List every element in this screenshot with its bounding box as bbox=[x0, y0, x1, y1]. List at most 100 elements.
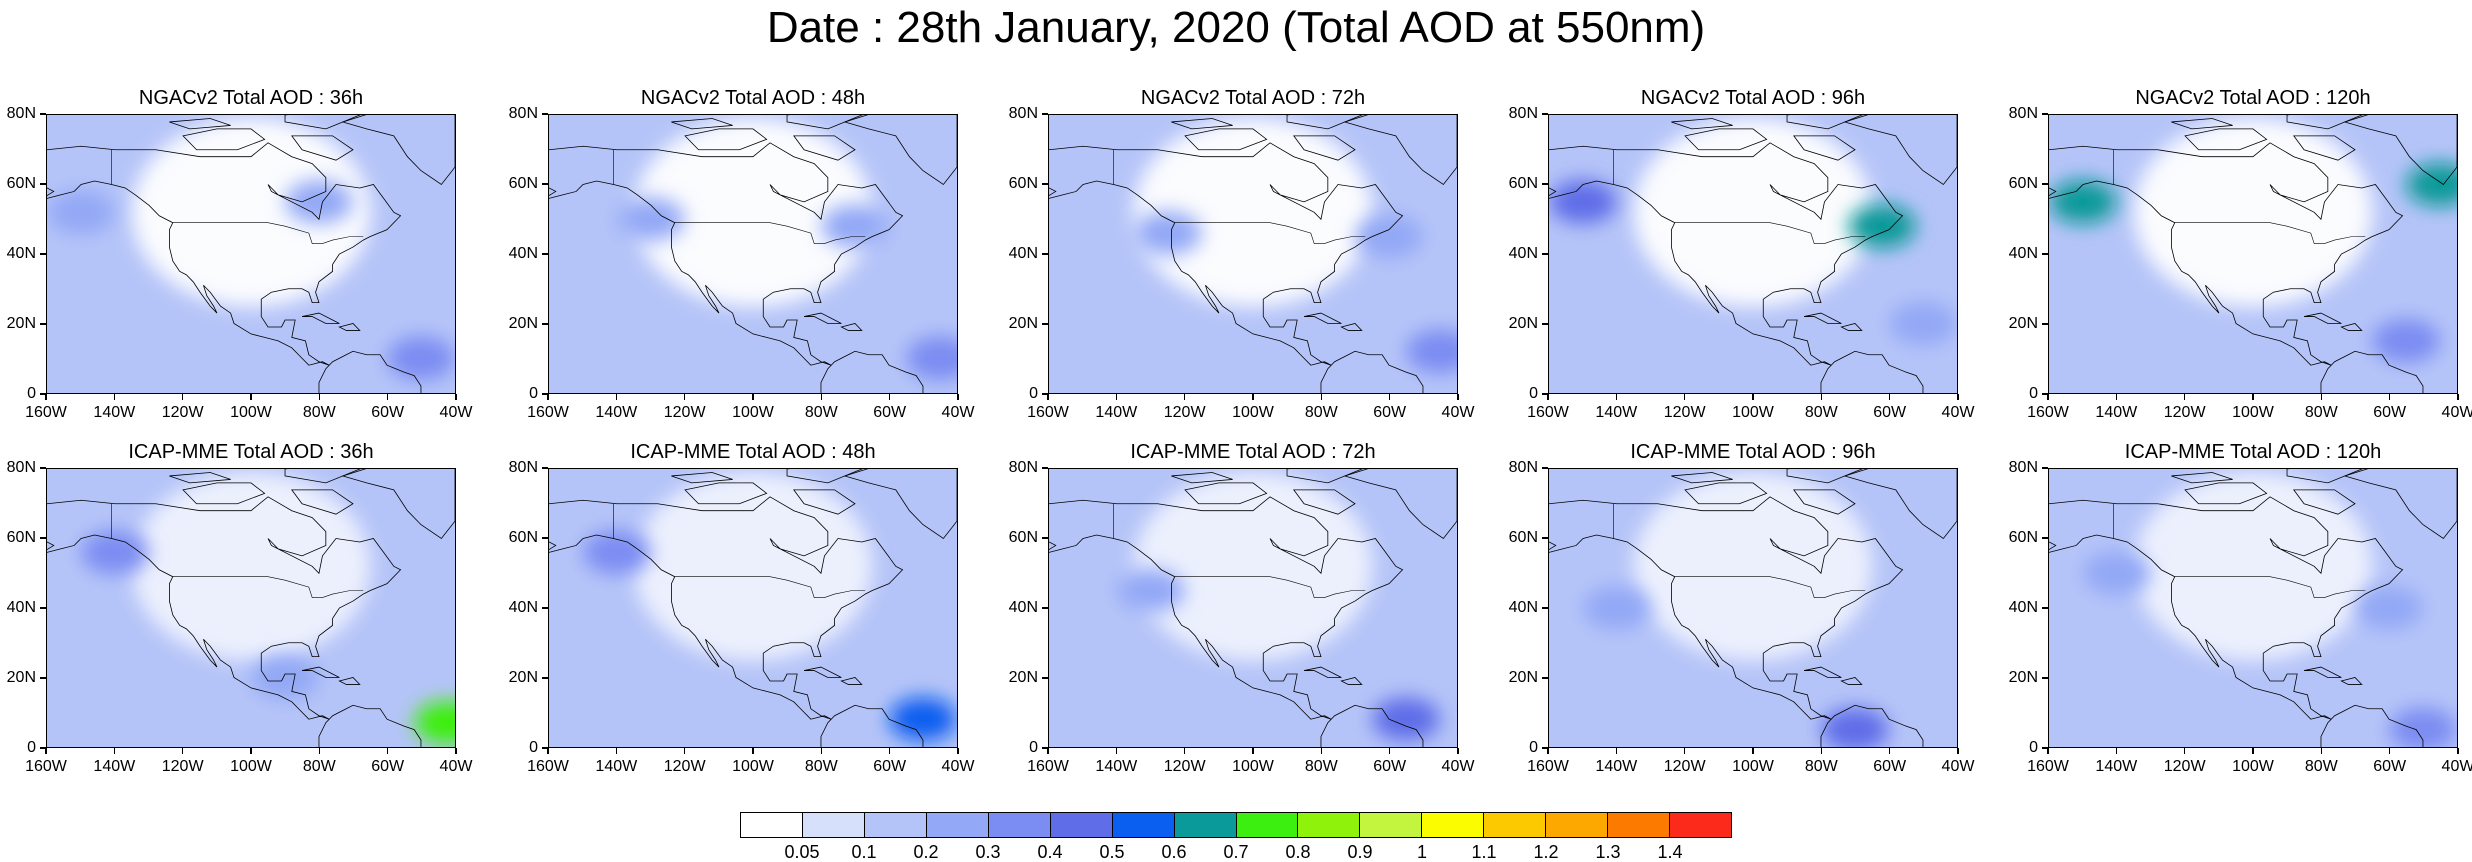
lon-tick bbox=[2183, 394, 2186, 400]
lon-tick-label: 100W bbox=[732, 758, 774, 775]
coastline bbox=[2171, 472, 2233, 484]
lon-tick bbox=[2115, 748, 2118, 754]
lat-tick-label: 0 bbox=[2029, 739, 2038, 756]
lon-tick bbox=[2457, 748, 2459, 754]
aod-plume bbox=[414, 700, 455, 745]
lon-tick bbox=[957, 394, 959, 400]
lon-tick-label: 160W bbox=[1527, 404, 1569, 421]
low-aod-region bbox=[2133, 117, 2373, 307]
lat-tick-label: 40N bbox=[1008, 245, 1038, 262]
lon-tick-label: 160W bbox=[2027, 758, 2069, 775]
lat-tick-label: 80N bbox=[508, 105, 538, 122]
coastline bbox=[1340, 677, 1363, 685]
coastline bbox=[2343, 469, 2457, 540]
political-border bbox=[1674, 576, 1866, 598]
lon-tick-label: 80W bbox=[804, 758, 838, 775]
lon-tick-label: 140W bbox=[2095, 758, 2138, 775]
lon-tick-label: 140W bbox=[2095, 404, 2138, 421]
lat-tick bbox=[1042, 183, 1048, 185]
colorbar-label: 0.3 bbox=[975, 842, 1001, 862]
lat-tick-label: 40N bbox=[508, 599, 538, 616]
lat-tick bbox=[40, 467, 46, 469]
lon-tick bbox=[1683, 394, 1686, 400]
coastline bbox=[1671, 118, 1733, 130]
political-border bbox=[1674, 222, 1866, 244]
lat-tick-label: 40N bbox=[508, 245, 538, 262]
map-panel bbox=[1048, 114, 1458, 394]
political-border bbox=[674, 576, 866, 598]
lon-tick bbox=[1615, 394, 1618, 400]
coastline bbox=[2184, 482, 2268, 505]
lon-tick bbox=[752, 748, 754, 754]
coastline bbox=[2049, 496, 2404, 720]
colorbar-box bbox=[1050, 813, 1113, 837]
coastline bbox=[671, 472, 733, 484]
lat-tick bbox=[542, 393, 548, 395]
lon-tick-label: 120W bbox=[2163, 758, 2206, 775]
aod-plume bbox=[617, 197, 685, 242]
lat-tick bbox=[40, 537, 46, 539]
lat-tick-label: 40N bbox=[6, 245, 36, 262]
coastline bbox=[1840, 323, 1863, 331]
lon-tick-label: 100W bbox=[230, 404, 272, 421]
lon-tick-label: 120W bbox=[1163, 404, 1206, 421]
lat-tick bbox=[1542, 393, 1548, 395]
coastline bbox=[2184, 128, 2268, 151]
political-border bbox=[1174, 576, 1366, 598]
coastline bbox=[182, 482, 266, 505]
lat-tick-label: 60N bbox=[1508, 529, 1538, 546]
lon-tick-label: 40W bbox=[1941, 404, 1975, 421]
lon-tick bbox=[1457, 748, 1459, 754]
aod-map bbox=[2049, 469, 2457, 747]
aod-plume bbox=[1117, 568, 1185, 613]
aod-map bbox=[1549, 115, 1957, 393]
lat-tick-label: 0 bbox=[1029, 739, 1038, 756]
lon-tick bbox=[2047, 748, 2049, 754]
coastline bbox=[1320, 350, 1424, 393]
panel-title: NGACv2 Total AOD : 96h bbox=[1640, 87, 1866, 109]
coastline bbox=[1286, 115, 1363, 130]
lon-tick bbox=[2457, 394, 2459, 400]
coastline bbox=[1549, 496, 1904, 720]
coastline bbox=[1293, 489, 1356, 515]
coastline bbox=[1286, 469, 1363, 484]
lon-tick-label: 160W bbox=[25, 758, 67, 775]
lat-tick-label: 80N bbox=[1508, 105, 1538, 122]
lat-tick bbox=[40, 607, 46, 609]
aod-plume bbox=[2355, 586, 2423, 630]
lon-tick bbox=[957, 748, 959, 754]
lon-tick bbox=[1183, 394, 1186, 400]
lon-tick-label: 160W bbox=[1527, 758, 1569, 775]
lat-tick-label: 80N bbox=[1508, 459, 1538, 476]
colorbar-box bbox=[802, 813, 865, 837]
lon-tick-label: 60W bbox=[873, 758, 907, 775]
lon-tick bbox=[2320, 394, 2323, 400]
lat-tick-label: 40N bbox=[2008, 245, 2038, 262]
coastline bbox=[1303, 666, 1342, 678]
colorbar-label: 1.3 bbox=[1595, 842, 1621, 862]
lat-tick bbox=[40, 183, 46, 185]
coastline bbox=[1840, 677, 1863, 685]
coastline bbox=[1786, 469, 1863, 484]
lon-tick bbox=[683, 748, 686, 754]
lat-tick bbox=[1042, 323, 1048, 325]
map-panel bbox=[46, 468, 456, 748]
lon-tick bbox=[2183, 748, 2186, 754]
aod-map bbox=[549, 115, 957, 393]
political-border bbox=[2174, 576, 2366, 598]
lon-tick-label: 160W bbox=[527, 404, 569, 421]
coastline bbox=[2293, 135, 2356, 161]
lon-tick-label: 120W bbox=[1663, 758, 1706, 775]
coastline bbox=[1820, 704, 1924, 747]
coastline bbox=[684, 482, 768, 505]
coastline bbox=[793, 489, 856, 515]
lat-tick bbox=[542, 183, 548, 185]
political-border bbox=[172, 222, 364, 244]
lat-tick bbox=[40, 393, 46, 395]
lat-tick bbox=[542, 323, 548, 325]
political-border bbox=[2174, 222, 2366, 244]
aod-plume bbox=[285, 180, 353, 224]
lon-tick-label: 100W bbox=[1232, 404, 1274, 421]
aod-plume bbox=[2389, 707, 2457, 747]
coastline bbox=[549, 142, 904, 366]
